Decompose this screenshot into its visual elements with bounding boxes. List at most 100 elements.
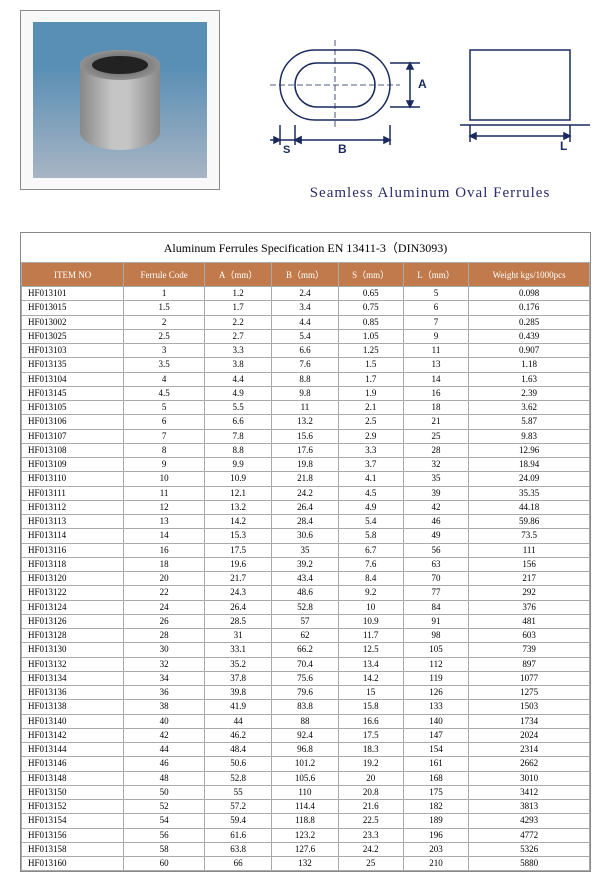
table-cell: 3.3 (338, 443, 403, 457)
table-cell: 7.6 (272, 358, 338, 372)
table-cell: 105.6 (272, 771, 338, 785)
table-cell: HF013134 (22, 671, 124, 685)
table-cell: 0.65 (338, 287, 403, 301)
table-cell: 897 (469, 657, 590, 671)
table-cell: 18 (403, 401, 469, 415)
table-cell: 2.5 (124, 329, 205, 343)
table-cell: 10.9 (338, 614, 403, 628)
table-row: HF01310888.817.63.32812.96 (22, 443, 590, 457)
table-row: HF0131363639.879.6151261275 (22, 686, 590, 700)
table-cell: 189 (403, 814, 469, 828)
table-cell: HF013128 (22, 629, 124, 643)
table-cell: 59.4 (204, 814, 271, 828)
table-row: HF01310999.919.83.73218.94 (22, 458, 590, 472)
table-cell: 77 (403, 586, 469, 600)
table-row: HF01300222.24.40.8570.285 (22, 315, 590, 329)
table-cell: 24.2 (272, 486, 338, 500)
table-cell: 210 (403, 857, 469, 871)
table-cell: HF013110 (22, 472, 124, 486)
table-cell: 14 (403, 372, 469, 386)
table-cell: 175 (403, 785, 469, 799)
table-cell: HF013107 (22, 429, 124, 443)
table-row: HF0131323235.270.413.4112897 (22, 657, 590, 671)
table-cell: 16 (124, 543, 205, 557)
table-row: HF0131444448.496.818.31542314 (22, 743, 590, 757)
table-cell: 5.5 (204, 401, 271, 415)
table-cell: 22 (124, 586, 205, 600)
table-cell: 63.8 (204, 842, 271, 856)
table-cell: HF013124 (22, 600, 124, 614)
table-row: HF0131383841.983.815.81331503 (22, 700, 590, 714)
table-cell: 56 (403, 543, 469, 557)
table-cell: 30 (124, 643, 205, 657)
table-cell: 217 (469, 572, 590, 586)
table-row: HF01312828316211.798603 (22, 629, 590, 643)
table-cell: 73.5 (469, 529, 590, 543)
table-cell: HF013118 (22, 557, 124, 571)
table-cell: 26.4 (204, 600, 271, 614)
table-cell: 15.6 (272, 429, 338, 443)
table-row: HF013150505511020.81753412 (22, 785, 590, 799)
table-cell: 2.39 (469, 386, 590, 400)
table-cell: HF013136 (22, 686, 124, 700)
table-cell: 168 (403, 771, 469, 785)
col-header: ITEM NO (22, 263, 124, 287)
spec-table-body: HF01310111.22.40.6550.098HF0130151.51.73… (22, 287, 590, 871)
table-row: HF01310666.613.22.5215.87 (22, 415, 590, 429)
table-cell: HF013002 (22, 315, 124, 329)
table-cell: HF013150 (22, 785, 124, 799)
table-cell: HF013145 (22, 386, 124, 400)
table-cell: 43.4 (272, 572, 338, 586)
table-cell: 10 (124, 472, 205, 486)
table-cell: 1.9 (338, 386, 403, 400)
table-cell: 31 (204, 629, 271, 643)
table-cell: 33.1 (204, 643, 271, 657)
table-cell: 9.9 (204, 458, 271, 472)
table-cell: 1734 (469, 714, 590, 728)
table-cell: 1.5 (338, 358, 403, 372)
table-cell: 42 (403, 500, 469, 514)
table-cell: HF013148 (22, 771, 124, 785)
table-cell: 0.75 (338, 301, 403, 315)
table-cell: 61.6 (204, 828, 271, 842)
table-cell: 24 (124, 600, 205, 614)
table-cell: 35.35 (469, 486, 590, 500)
table-cell: 28 (124, 629, 205, 643)
table-row: HF0131606066132252105880 (22, 857, 590, 871)
table-cell: 57.2 (204, 800, 271, 814)
table-cell: 3813 (469, 800, 590, 814)
table-cell: 4772 (469, 828, 590, 842)
table-cell: 28 (403, 443, 469, 457)
table-cell: 49 (403, 529, 469, 543)
spec-table-wrap: Aluminum Ferrules Specification EN 13411… (20, 232, 591, 872)
table-row: HF0131525257.2114.421.61823813 (22, 800, 590, 814)
table-cell: 50.6 (204, 757, 271, 771)
table-cell: HF013126 (22, 614, 124, 628)
table-cell: 19.8 (272, 458, 338, 472)
table-cell: 5.87 (469, 415, 590, 429)
table-cell: 481 (469, 614, 590, 628)
table-cell: 126 (403, 686, 469, 700)
table-cell: 63 (403, 557, 469, 571)
table-cell: 30.6 (272, 529, 338, 543)
table-cell: 46 (403, 515, 469, 529)
table-cell: 96.8 (272, 743, 338, 757)
table-cell: 1077 (469, 671, 590, 685)
table-cell: 23.3 (338, 828, 403, 842)
table-cell: 17.5 (204, 543, 271, 557)
table-row: HF0131303033.166.212.5105739 (22, 643, 590, 657)
table-cell: 25 (403, 429, 469, 443)
table-cell: 2.9 (338, 429, 403, 443)
table-cell: 9.8 (272, 386, 338, 400)
product-ferrule-shape (80, 50, 160, 150)
table-cell: 14.2 (204, 515, 271, 529)
table-cell: 6.7 (338, 543, 403, 557)
table-cell: 2024 (469, 728, 590, 742)
table-cell: 4.9 (204, 386, 271, 400)
table-cell: 24.09 (469, 472, 590, 486)
table-row: HF0131131314.228.45.44659.86 (22, 515, 590, 529)
table-cell: HF013120 (22, 572, 124, 586)
table-cell: 5 (124, 401, 205, 415)
table-row: HF0130252.52.75.41.0590.439 (22, 329, 590, 343)
table-cell: HF013160 (22, 857, 124, 871)
